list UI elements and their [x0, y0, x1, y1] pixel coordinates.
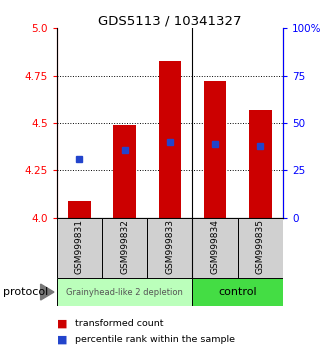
Bar — [147, 218, 192, 278]
Text: percentile rank within the sample: percentile rank within the sample — [75, 335, 235, 344]
Bar — [102, 218, 147, 278]
Polygon shape — [41, 284, 54, 300]
Bar — [57, 278, 192, 306]
Bar — [192, 278, 283, 306]
Text: protocol: protocol — [3, 287, 49, 297]
Title: GDS5113 / 10341327: GDS5113 / 10341327 — [98, 14, 241, 27]
Bar — [57, 218, 102, 278]
Text: GSM999831: GSM999831 — [75, 219, 84, 274]
Bar — [238, 218, 283, 278]
Text: ■: ■ — [57, 319, 67, 329]
Bar — [249, 110, 272, 218]
Text: ■: ■ — [57, 335, 67, 345]
Bar — [113, 125, 136, 218]
Bar — [159, 61, 181, 218]
Bar — [192, 218, 238, 278]
Text: GSM999834: GSM999834 — [210, 219, 220, 274]
Text: GSM999833: GSM999833 — [165, 219, 174, 274]
Text: transformed count: transformed count — [75, 319, 164, 329]
Text: control: control — [218, 287, 257, 297]
Bar — [204, 81, 226, 218]
Text: Grainyhead-like 2 depletion: Grainyhead-like 2 depletion — [66, 287, 183, 297]
Text: GSM999835: GSM999835 — [256, 219, 265, 274]
Text: GSM999832: GSM999832 — [120, 219, 129, 274]
Bar — [68, 201, 91, 218]
